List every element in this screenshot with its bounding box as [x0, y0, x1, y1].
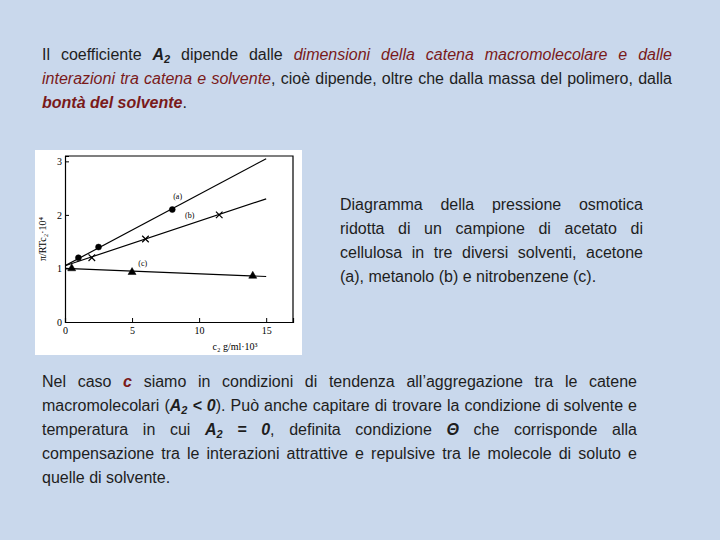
text-run: A: [205, 421, 217, 438]
y-tick: 3: [57, 156, 69, 167]
text-run: Θ: [446, 421, 458, 438]
y-tick-label: 3: [57, 156, 62, 167]
fit-line: [65, 159, 266, 266]
y-tick-mark: [65, 161, 69, 162]
text-run: < 0: [187, 397, 215, 414]
text-run: dipende dalle: [170, 46, 294, 63]
x-axis-line: [66, 318, 294, 323]
text-run: 2: [164, 53, 170, 65]
y-tick-label: 0: [57, 317, 62, 328]
y-tick: 0: [57, 317, 69, 328]
text-run: 2: [217, 428, 223, 440]
x-tick-mark: [266, 318, 267, 322]
text-run: Nel caso: [42, 373, 123, 390]
text-run: Il coefficiente: [42, 46, 152, 63]
x-tick: 5: [130, 318, 135, 336]
data-point: [89, 254, 96, 261]
text-run: , definita condizione: [270, 421, 446, 438]
data-point: [128, 268, 136, 275]
text-run: A: [152, 46, 164, 63]
y-axis-title: π/RTc₂·10⁴: [37, 216, 48, 261]
annotation: (b): [185, 211, 195, 220]
x-tick: 10: [195, 318, 205, 336]
text-run: c: [123, 373, 132, 390]
y-tick-mark: [65, 215, 69, 216]
x-axis-title: c₂ g/ml·10³: [212, 341, 257, 352]
text-run: 2: [181, 404, 187, 416]
text-run: , cioè dipende, oltre che dalla massa de…: [271, 70, 672, 87]
text-run: .: [182, 94, 186, 111]
data-point: [249, 271, 257, 278]
x-tick-label: 10: [195, 325, 205, 336]
x-tick: 15: [262, 318, 272, 336]
data-point: [68, 264, 76, 271]
data-point: [142, 236, 149, 243]
data-point: [75, 255, 81, 261]
text-run: bontà del solvente: [42, 94, 182, 111]
text-run: A: [170, 397, 182, 414]
x-tick-label: 15: [262, 325, 272, 336]
y-tick: 2: [57, 210, 69, 221]
y-axis: 0 1 2 3: [57, 156, 69, 328]
plot-frame: [65, 156, 293, 322]
plot-marks: [65, 159, 266, 279]
paragraph: Il coefficiente A2 dipende dalle dimensi…: [42, 43, 672, 115]
fit-line: [65, 199, 266, 266]
x-tick-mark: [199, 318, 200, 322]
y-tick-label: 1: [57, 263, 62, 274]
text-run: = 0: [223, 421, 270, 438]
y-tick-mark: [65, 322, 69, 323]
x-axis: 0 5 10 15: [63, 318, 294, 336]
data-point: [96, 244, 102, 250]
y-axis-line: [66, 157, 70, 323]
paragraph: Nel caso c siamo in condizioni di tenden…: [42, 370, 637, 490]
y-tick-label: 2: [57, 210, 62, 221]
caption: Diagramma della pressione osmotica ridot…: [340, 193, 643, 289]
x-tick-label: 0: [63, 325, 68, 336]
data-point: [216, 212, 223, 219]
chart: 0 5 10 15 0 1 2 3 c₂ g/ml·10³ π/RTc₂·10⁴ (a) (b) (c): [35, 150, 302, 355]
data-point: [169, 207, 175, 213]
fit-line: [65, 268, 266, 276]
x-tick-mark: [132, 318, 133, 322]
annotation: (c): [138, 259, 147, 268]
annotation: (a): [173, 192, 182, 201]
x-tick-label: 5: [130, 325, 135, 336]
